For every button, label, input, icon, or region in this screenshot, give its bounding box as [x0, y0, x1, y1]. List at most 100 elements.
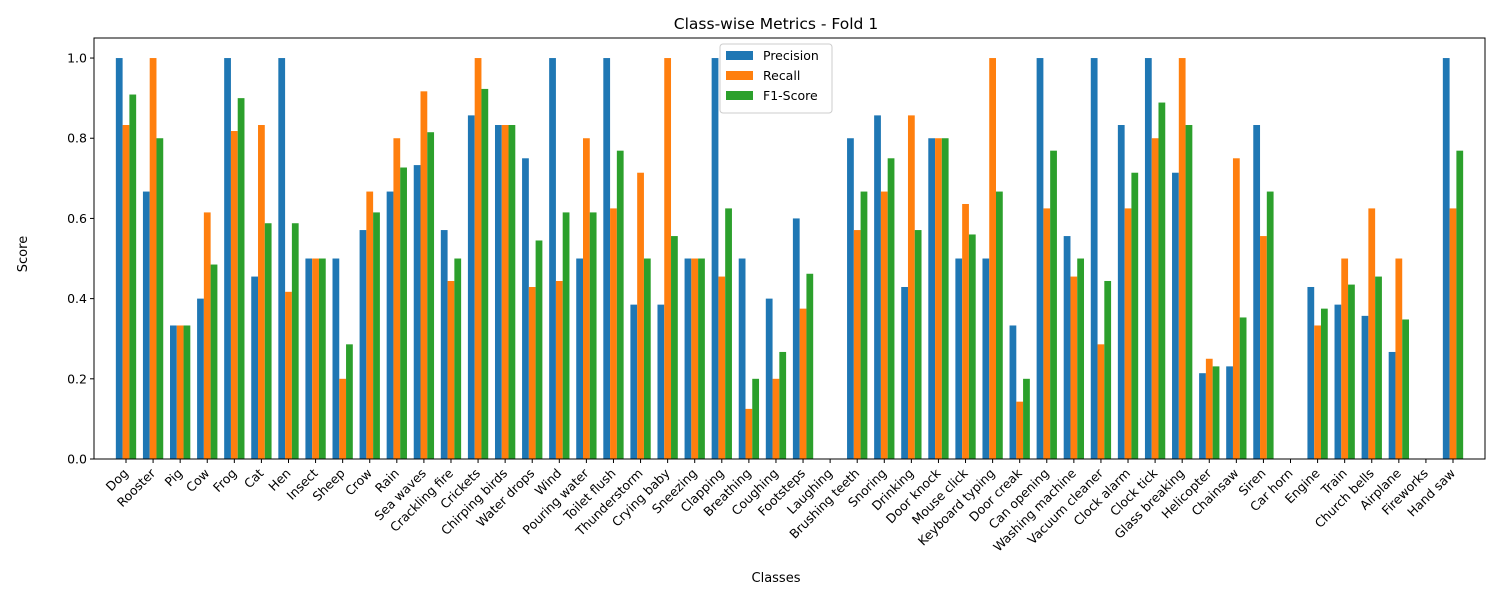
bar-f1-score-cow: [210, 264, 218, 459]
bar-precision-insect: [305, 258, 313, 459]
bar-f1-score-footsteps: [806, 273, 814, 459]
bar-f1-score-sea-waves: [427, 132, 435, 459]
x-tick-label: Cat: [241, 465, 267, 491]
bar-recall-hand-saw: [1449, 208, 1457, 459]
bar-recall-church-bells: [1368, 208, 1376, 459]
bar-f1-score-pig: [183, 325, 191, 459]
bar-precision-door-knock: [928, 138, 936, 460]
bar-precision-crying-baby: [657, 304, 665, 459]
bar-f1-score-sneezing: [698, 258, 705, 459]
x-tick-label: Pig: [161, 466, 185, 490]
bar-precision-clock-alarm: [1117, 125, 1125, 459]
bar-recall-insect: [312, 258, 319, 459]
bar-recall-siren: [1260, 236, 1267, 459]
bar-precision-rooster: [142, 191, 150, 459]
bar-f1-score-keyboard-typing: [996, 191, 1003, 459]
bar-precision-cat: [251, 276, 259, 459]
bar-precision-mouse-click: [955, 258, 963, 459]
bar-recall-dog: [122, 125, 130, 459]
bar-recall-clapping: [718, 276, 726, 459]
legend-label-precision: Precision: [763, 48, 819, 63]
bar-precision-brushing-teeth: [847, 138, 854, 460]
bar-recall-crickets: [474, 58, 482, 460]
bar-precision-airplane: [1388, 351, 1396, 459]
y-tick-label: 0.2: [67, 371, 87, 386]
x-tick-label: Cow: [183, 466, 212, 495]
y-tick-label: 0.8: [67, 131, 87, 146]
bar-precision-footsteps: [792, 218, 800, 459]
bar-f1-score-toilet-flush: [616, 150, 624, 460]
bar-recall-frog: [230, 131, 238, 459]
bar-precision-pouring-water: [576, 258, 583, 459]
bar-f1-score-clapping: [725, 208, 732, 459]
bar-precision-crickets: [467, 115, 475, 459]
bar-f1-score-breathing: [752, 378, 760, 459]
bar-f1-score-thunderstorm: [643, 258, 651, 459]
bar-recall-snoring: [880, 191, 888, 459]
bar-precision-dog: [115, 58, 123, 460]
bar-recall-glass-breaking: [1178, 58, 1186, 460]
bar-precision-water-drops: [522, 158, 529, 460]
bar-f1-score-insect: [318, 258, 326, 459]
bar-recall-hen: [285, 291, 292, 459]
y-axis-ticks: 0.0 0.2 0.4 0.6 0.8 1.0: [67, 51, 94, 467]
bar-f1-score-crow: [373, 212, 380, 459]
bar-recall-water-drops: [528, 286, 536, 459]
bar-recall-sneezing: [691, 258, 699, 459]
bar-precision-chirping-birds: [494, 125, 502, 459]
bar-f1-score-frog: [237, 98, 245, 459]
bar-precision-chainsaw: [1226, 366, 1233, 459]
y-axis-title: Score: [16, 236, 31, 272]
legend-label-f1-score: F1-Score: [763, 88, 818, 103]
bar-f1-score-crackling-fire: [454, 258, 462, 459]
bar-f1-score-crickets: [481, 88, 489, 460]
bar-recall-drinking: [907, 115, 915, 459]
bar-recall-sheep: [339, 378, 347, 459]
bar-f1-score-chirping-birds: [508, 125, 516, 459]
bar-f1-score-mouse-click: [968, 234, 976, 459]
bar-precision-sea-waves: [413, 165, 421, 459]
bar-f1-score-rain: [400, 167, 407, 459]
bar-f1-score-crying-baby: [671, 236, 678, 459]
bar-recall-pig: [176, 325, 184, 459]
bar-precision-snoring: [874, 115, 881, 459]
bar-precision-clapping: [711, 58, 719, 460]
bar-precision-siren: [1253, 125, 1261, 459]
bar-f1-score-engine: [1320, 308, 1328, 459]
bar-f1-score-rooster: [156, 138, 164, 460]
bar-f1-score-train: [1348, 284, 1355, 459]
bar-precision-helicopter: [1199, 373, 1206, 459]
bar-f1-score-airplane: [1402, 319, 1409, 459]
bar-recall-thunderstorm: [637, 172, 644, 459]
bar-f1-score-dog: [129, 94, 137, 459]
bar-precision-door-creak: [1009, 325, 1017, 459]
bar-precision-frog: [224, 58, 231, 460]
x-tick-label: Crow: [342, 466, 375, 499]
bar-precision-sheep: [332, 258, 340, 459]
bar-recall-crow: [366, 191, 374, 459]
bar-f1-score-pouring-water: [589, 212, 597, 459]
bar-precision-hen: [278, 58, 286, 460]
bar-recall-crying-baby: [664, 58, 672, 460]
bar-recall-footsteps: [799, 308, 807, 459]
bar-precision-cow: [197, 298, 204, 459]
bar-f1-score-helicopter: [1212, 366, 1220, 459]
bar-f1-score-door-creak: [1023, 378, 1030, 459]
legend-swatch-precision: [726, 51, 753, 60]
bar-f1-score-can-opening: [1050, 150, 1057, 460]
bar-recall-brushing-teeth: [853, 230, 861, 459]
bar-recall-coughing: [772, 378, 780, 459]
bar-recall-wind: [555, 280, 563, 459]
bar-precision-rain: [386, 191, 394, 459]
bar-precision-clock-tick: [1144, 58, 1152, 460]
bar-f1-score-coughing: [779, 351, 787, 459]
bar-precision-church-bells: [1361, 315, 1369, 459]
chart-title: Class-wise Metrics - Fold 1: [674, 15, 878, 33]
bar-recall-crackling-fire: [447, 280, 455, 459]
bar-precision-thunderstorm: [630, 304, 638, 459]
bar-recall-airplane: [1395, 258, 1403, 459]
bar-recall-mouse-click: [962, 203, 969, 459]
bar-recall-helicopter: [1205, 358, 1213, 459]
bar-f1-score-door-knock: [941, 138, 949, 460]
